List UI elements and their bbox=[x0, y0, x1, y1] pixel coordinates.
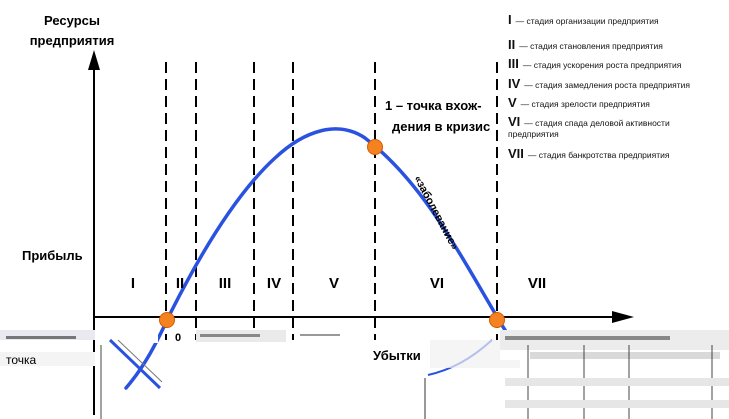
zero-label: 0 bbox=[175, 332, 181, 344]
stage-numeral-3: III bbox=[219, 275, 232, 292]
legend-item-5: V — стадия зрелости предприятия bbox=[508, 95, 650, 110]
legend-numeral-4: IV bbox=[508, 76, 521, 91]
losses-label: Убытки bbox=[373, 348, 421, 363]
legend-text-6: — стадия спада деловой активности предпр… bbox=[508, 118, 670, 139]
legend-text-5: — стадия зрелости предприятия bbox=[520, 99, 650, 109]
legend-numeral-5: V bbox=[508, 95, 517, 110]
x-axis-arrow bbox=[612, 311, 634, 323]
profit-label: Прибыль bbox=[22, 248, 83, 263]
stage-numeral-1: I bbox=[131, 275, 135, 292]
stage-numeral-6: VI bbox=[430, 275, 444, 292]
legend-item-3: III — стадия ускорения роста предприятия bbox=[508, 56, 682, 71]
stage-numeral-4: IV bbox=[267, 275, 281, 292]
stage-numeral-5: V bbox=[329, 275, 339, 292]
legend-text-3: — стадия ускорения роста предприятия bbox=[522, 60, 682, 70]
legend-text-1: — стадия организации предприятия bbox=[515, 16, 659, 26]
crisis-entry-point bbox=[367, 139, 383, 155]
y-axis-title-line2: предприятия bbox=[30, 33, 115, 48]
crisis-point-label-line1: 1 – точка вхож- bbox=[385, 98, 482, 113]
rendering-artifacts bbox=[0, 325, 729, 419]
stage-numerals: I II III IV V VI VII bbox=[131, 275, 546, 292]
legend-numeral-3: III bbox=[508, 56, 519, 71]
crisis-point-label-line2: дения в кризис bbox=[392, 119, 490, 134]
legend-item-1: I — стадия организации предприятия bbox=[508, 12, 659, 27]
legend-numeral-2: II bbox=[508, 37, 516, 52]
stage-dividers bbox=[165, 62, 498, 340]
legend-numeral-6: VI bbox=[508, 114, 521, 129]
legend-item-6: VI — стадия спада деловой активности пред… bbox=[508, 114, 704, 140]
disease-label: «заболевание» bbox=[411, 174, 460, 252]
legend-numeral-1: I bbox=[508, 12, 512, 27]
bankruptcy-point bbox=[489, 312, 505, 328]
stage-numeral-2: II bbox=[176, 275, 184, 292]
legend-text-7: — стадия банкротства предприятия bbox=[527, 150, 670, 160]
legend-numeral-7: VII bbox=[508, 146, 524, 161]
point-label-fragment: точка bbox=[6, 353, 37, 367]
y-axis-title-line1: Ресурсы bbox=[44, 13, 100, 28]
legend-item-7: VII — стадия банкротства предприятия bbox=[508, 146, 670, 161]
legend-text-2: — стадия становления предприятия bbox=[519, 41, 663, 51]
stage-numeral-7: VII bbox=[528, 275, 546, 292]
legend-text-4: — стадия замедления роста предприятия bbox=[524, 80, 691, 90]
zero-point bbox=[159, 312, 175, 328]
legend-item-4: IV — стадия замедления роста предприятия bbox=[508, 76, 691, 91]
legend-item-2: II — стадия становления предприятия bbox=[508, 37, 663, 52]
y-axis-arrow bbox=[88, 50, 100, 70]
